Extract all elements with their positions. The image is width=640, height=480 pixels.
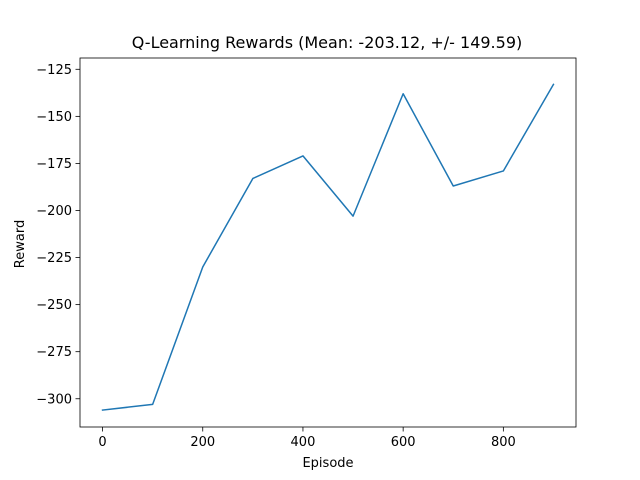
y-tick-label: −275 bbox=[36, 345, 72, 360]
y-tick-label: −300 bbox=[36, 392, 72, 407]
y-tick-label: −150 bbox=[36, 110, 72, 125]
series-line-0 bbox=[101, 83, 555, 411]
x-tick-label: 0 bbox=[98, 435, 106, 450]
y-tick-label: −200 bbox=[36, 204, 72, 219]
x-tick-label: 600 bbox=[391, 435, 416, 450]
plot-layer: 0 200 400 600 800 −300 −275 −250 −225 −200 −175 −15… bbox=[36, 57, 577, 450]
x-tick-label: 200 bbox=[190, 435, 215, 450]
y-tick-label: −175 bbox=[36, 157, 72, 172]
x-tick-label: 400 bbox=[291, 435, 316, 450]
y-tick-label: −225 bbox=[36, 251, 72, 266]
plot-frame bbox=[79, 57, 577, 428]
x-tick-label: 800 bbox=[491, 435, 516, 450]
y-tick-label: −125 bbox=[36, 63, 72, 78]
y-tick-label: −250 bbox=[36, 298, 72, 313]
x-axis-label: Episode bbox=[302, 456, 353, 471]
chart-title: Q-Learning Rewards (Mean: -203.12, +/- 1… bbox=[132, 33, 523, 52]
y-axis-label: Reward bbox=[13, 220, 28, 268]
